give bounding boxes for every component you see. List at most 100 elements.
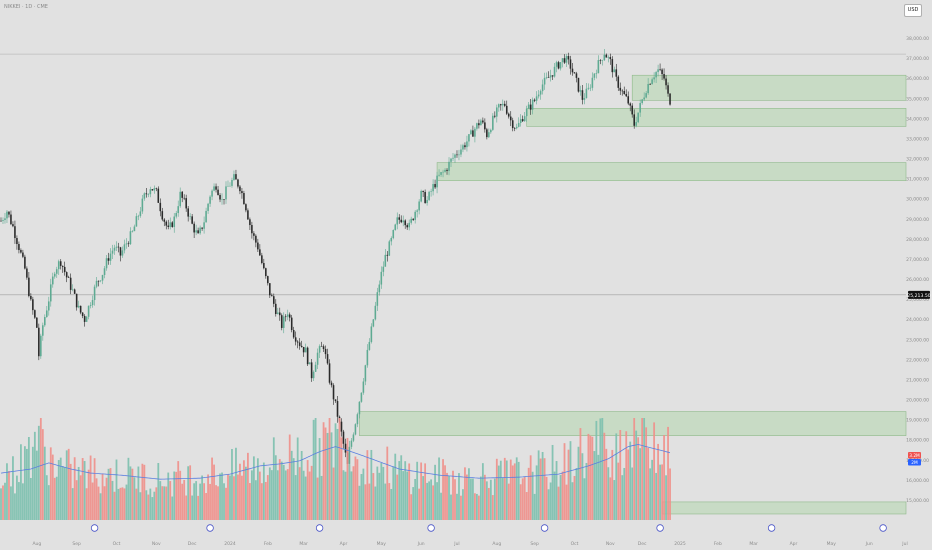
volume-bar [6,463,8,520]
y-tick-label: 18,000.00 [906,438,929,444]
level-lines [0,53,906,296]
candle-body [631,105,634,115]
volume-bar [587,433,590,520]
candle-body [79,305,82,313]
volume-bar [133,477,136,520]
candle-body [219,195,221,200]
volume-bar [627,449,630,520]
candle-body [179,191,182,207]
candle-body [442,171,444,173]
volume-bar [225,487,227,520]
candle-body [308,362,311,365]
x-tick-label: 2024 [224,541,236,547]
y-tick-label: 37,000.00 [906,56,929,62]
candle-body [448,161,450,171]
candle-body [131,231,134,232]
volume-bar [356,459,359,520]
volume-bar [487,487,490,520]
candle-body [344,443,347,453]
candle-body [507,113,510,117]
volume-bar [392,466,395,520]
volume-bar [458,473,460,520]
candle-body [159,202,162,212]
candle-body [541,84,544,92]
volume-bar [474,493,476,520]
volume-bar [370,449,373,520]
candle-body [22,252,24,257]
volume-bar [434,464,436,520]
candle-body [99,280,102,282]
volume-bar [448,475,450,520]
volume-bar [404,461,407,520]
volume-bar [577,446,580,520]
volume-bar [308,471,311,520]
candle-body [472,130,474,137]
candle-body [591,77,594,88]
volume-bar [563,443,566,520]
volume-bar [561,471,564,520]
volume-bar [406,471,409,520]
candle-body [8,211,10,215]
candle-body [28,277,30,296]
volume-bar [278,459,281,520]
currency-button[interactable]: USD [904,4,922,17]
volume-bar [211,457,213,520]
volume-bar [545,476,548,520]
volume-bar [350,471,353,520]
candle-body [243,193,245,205]
volume-bar [169,481,172,520]
volume-bar [115,459,118,520]
volume-bar [247,452,249,520]
y-tick-label: 21,000.00 [906,377,929,383]
volume-bar [529,455,532,520]
candle-body [10,214,12,225]
volume-bar [394,453,397,520]
candle-body [388,241,391,256]
candle-body [197,230,199,234]
candle-body [4,218,6,221]
candle-body [324,349,327,355]
volume-bar [551,444,554,520]
volume-bar [103,486,106,520]
candle-body [304,347,307,353]
volume-bar [591,436,594,520]
candle-body [605,54,608,58]
candle-body [364,365,367,382]
volume-bar [187,466,190,520]
candle-body [265,268,267,277]
volume-bar [468,468,470,520]
candle-body [334,399,337,402]
volume-bar [485,481,488,520]
volume-bar [328,418,331,520]
candle-body [440,172,442,175]
candle-body [171,222,174,227]
volume-bar [408,463,411,520]
volume-bar [262,462,265,520]
candle-body [342,431,345,444]
event-marker-icon [540,524,549,532]
candle-body [312,371,315,379]
candle-body [263,263,265,269]
x-tick-label: Jun [417,541,425,547]
volume-bar [521,478,524,520]
volume-bar [197,495,200,520]
candle-body [509,116,512,121]
candle-body [117,246,120,248]
candle-body [57,261,60,270]
symbol-label[interactable]: NIKKEI · 1D · CME [4,4,48,10]
volume-bar [89,455,92,520]
volume-bar [489,479,492,520]
volume-bar [286,469,289,520]
candle-body [61,265,64,267]
volume-bar [43,446,46,520]
volume-bar [171,496,174,520]
candle-body [607,57,610,58]
volume-bar [209,483,211,520]
candle-body [2,220,4,221]
candle-body [153,188,156,191]
candle-body [83,315,86,322]
candle-body [360,392,363,402]
candle-body [488,132,490,138]
candle-body [151,189,154,191]
